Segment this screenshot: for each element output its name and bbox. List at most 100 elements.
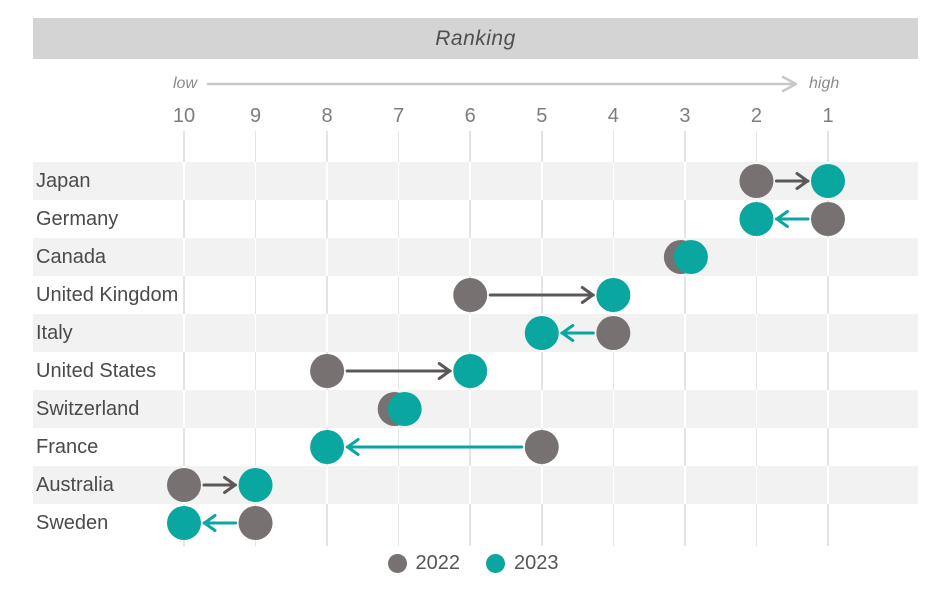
x-tick-label-2: 2 (750, 105, 762, 127)
x-tick-label-7: 7 (393, 105, 405, 127)
gridline-on-band (397, 466, 400, 504)
row-band-italy (33, 314, 918, 352)
change-arrow-sweden (202, 514, 238, 532)
legend: 2022 2023 (0, 552, 946, 575)
gridline-on-band (326, 466, 328, 504)
gridline-on-band (397, 238, 400, 276)
gridline-on-band (684, 390, 686, 428)
gridline-on-band (469, 466, 471, 504)
dot-2022-italy (596, 316, 631, 350)
gridline-on-band (469, 390, 471, 428)
gridline-on-band (326, 390, 328, 428)
legend-dot-2023-icon (486, 554, 505, 573)
change-arrow-united-kingdom (488, 286, 595, 304)
country-label-united-kingdom: United Kingdom (36, 284, 179, 306)
legend-label-2022: 2022 (415, 552, 461, 574)
x-tick-label-6: 6 (464, 105, 476, 127)
gridline-on-band (541, 162, 543, 200)
x-tick-label-8: 8 (321, 105, 333, 127)
x-tick-label-4: 4 (607, 105, 619, 127)
change-arrow-germany (774, 210, 810, 228)
dot-2023-sweden (167, 506, 201, 540)
gridline-on-band (612, 390, 615, 428)
gridline-on-band (469, 162, 471, 200)
gridline-on-band (469, 314, 471, 352)
gridline-on-band (827, 466, 829, 504)
gridline-on-band (254, 314, 257, 352)
gridline-on-band (183, 238, 185, 276)
gridline-on-band (254, 162, 257, 200)
gridline-on-band (612, 238, 615, 276)
dot-2022-united-kingdom (453, 278, 488, 312)
country-label-canada: Canada (36, 246, 107, 268)
legend-item-2022: 2022 (387, 552, 461, 575)
country-label-france: France (36, 436, 99, 458)
dot-2023-italy (524, 316, 559, 350)
dot-2023-switzerland (387, 392, 422, 426)
change-arrow-japan (774, 172, 810, 190)
dot-2022-japan (739, 164, 774, 198)
gridline-on-band (541, 238, 543, 276)
gridline-on-band (326, 162, 328, 200)
gridline-on-band (827, 238, 829, 276)
dot-2022-france (524, 430, 559, 464)
chart-title-band: Ranking (33, 18, 918, 59)
change-arrow-united-states (345, 362, 452, 380)
x-tick-label-1: 1 (822, 105, 834, 127)
gridline-on-band (755, 390, 758, 428)
x-tick-label-5: 5 (536, 105, 548, 127)
gridline-on-band (183, 314, 185, 352)
gridline-on-band (183, 390, 185, 428)
dot-2023-united-kingdom (596, 278, 631, 312)
legend-item-2023: 2023 (486, 552, 559, 575)
x-tick-label-9: 9 (249, 105, 262, 127)
gridline-on-band (326, 238, 328, 276)
country-label-sweden: Sweden (36, 512, 109, 534)
gridline-on-band (254, 390, 257, 428)
dot-2023-germany (739, 202, 774, 236)
row-band-canada (33, 238, 918, 276)
change-arrow-italy (560, 324, 595, 342)
dot-2022-united-states (310, 354, 345, 388)
gridline-on-band (684, 466, 686, 504)
country-label-australia: Australia (36, 474, 114, 496)
axis-arrow-icon (206, 75, 798, 93)
gridline-on-band (397, 162, 400, 200)
axis-direction-indicator: low high (173, 75, 839, 93)
gridline-on-band (254, 238, 257, 276)
gridline-on-band (755, 466, 758, 504)
gridline-on-band (755, 314, 758, 352)
x-tick-label-10: 10 (172, 105, 196, 127)
gridline-on-band (612, 466, 615, 504)
country-label-japan: Japan (36, 170, 91, 192)
row-band-switzerland (33, 390, 918, 428)
gridline-on-band (541, 466, 543, 504)
dot-2022-germany (811, 202, 845, 236)
chart-title: Ranking (435, 26, 516, 50)
country-label-united-states: United States (36, 360, 157, 382)
axis-low-label: low (173, 75, 198, 92)
change-arrow-france (345, 438, 524, 456)
dot-2023-canada (673, 240, 708, 274)
gridline-on-band (827, 390, 829, 428)
country-label-italy: Italy (36, 322, 73, 344)
dot-2023-united-states (453, 354, 488, 388)
dot-2022-sweden (238, 506, 273, 540)
dot-2022-australia (167, 468, 201, 502)
gridline-on-band (397, 314, 400, 352)
gridline-on-band (541, 390, 543, 428)
gridline-on-band (684, 162, 686, 200)
x-tick-label-3: 3 (679, 105, 691, 127)
legend-label-2023: 2023 (514, 552, 559, 574)
legend-dot-2022-icon (387, 554, 407, 573)
gridline-on-band (827, 314, 829, 352)
gridline-on-band (469, 238, 471, 276)
country-label-germany: Germany (36, 208, 119, 230)
gridline-on-band (612, 162, 615, 200)
gridline-on-band (684, 314, 686, 352)
country-label-switzerland: Switzerland (36, 398, 140, 420)
dot-2023-australia (238, 468, 273, 502)
gridline-on-band (183, 162, 185, 200)
